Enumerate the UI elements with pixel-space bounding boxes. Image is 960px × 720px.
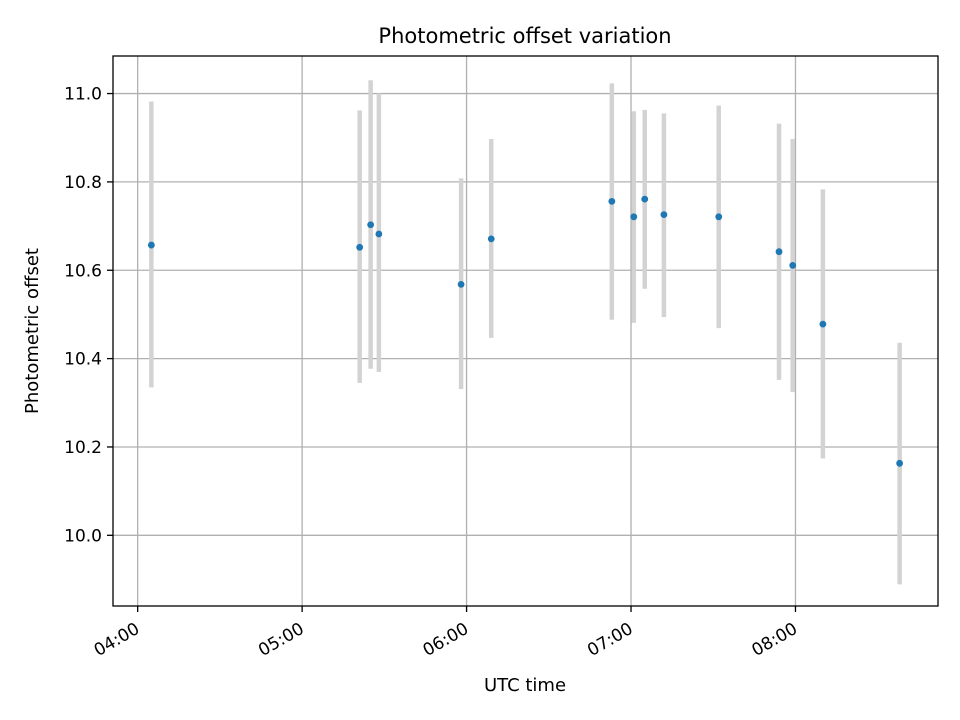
data-point — [147, 241, 155, 249]
y-tick-label: 10.4 — [64, 350, 102, 370]
plot-area — [113, 56, 938, 606]
data-point — [896, 459, 904, 467]
y-axis-label: Photometric offset — [22, 248, 43, 414]
data-point — [789, 261, 797, 269]
y-tick-label: 10.6 — [64, 261, 102, 281]
y-tick-label: 10.2 — [64, 438, 102, 458]
data-point — [356, 243, 364, 251]
y-tick-label: 10.8 — [64, 173, 102, 193]
data-points — [147, 195, 904, 467]
data-point — [775, 248, 783, 256]
data-point — [375, 230, 383, 238]
data-point — [819, 320, 827, 328]
y-axis-ticks: 10.0 10.2 10.4 10.6 10.8 11.0 — [64, 85, 113, 546]
plot-frame — [112, 55, 939, 607]
grid — [113, 56, 938, 606]
data-point — [660, 211, 668, 218]
data-point — [487, 235, 495, 243]
chart-title: Photometric offset variation — [378, 24, 671, 48]
data-point — [367, 221, 375, 229]
x-axis-label: UTC time — [484, 675, 566, 696]
data-point — [630, 213, 638, 221]
y-tick-label: 11.0 — [64, 85, 102, 105]
y-tick-label: 10.0 — [64, 526, 102, 546]
data-point — [641, 195, 649, 203]
data-point — [457, 280, 465, 288]
data-point — [715, 213, 723, 221]
data-point — [608, 197, 616, 205]
